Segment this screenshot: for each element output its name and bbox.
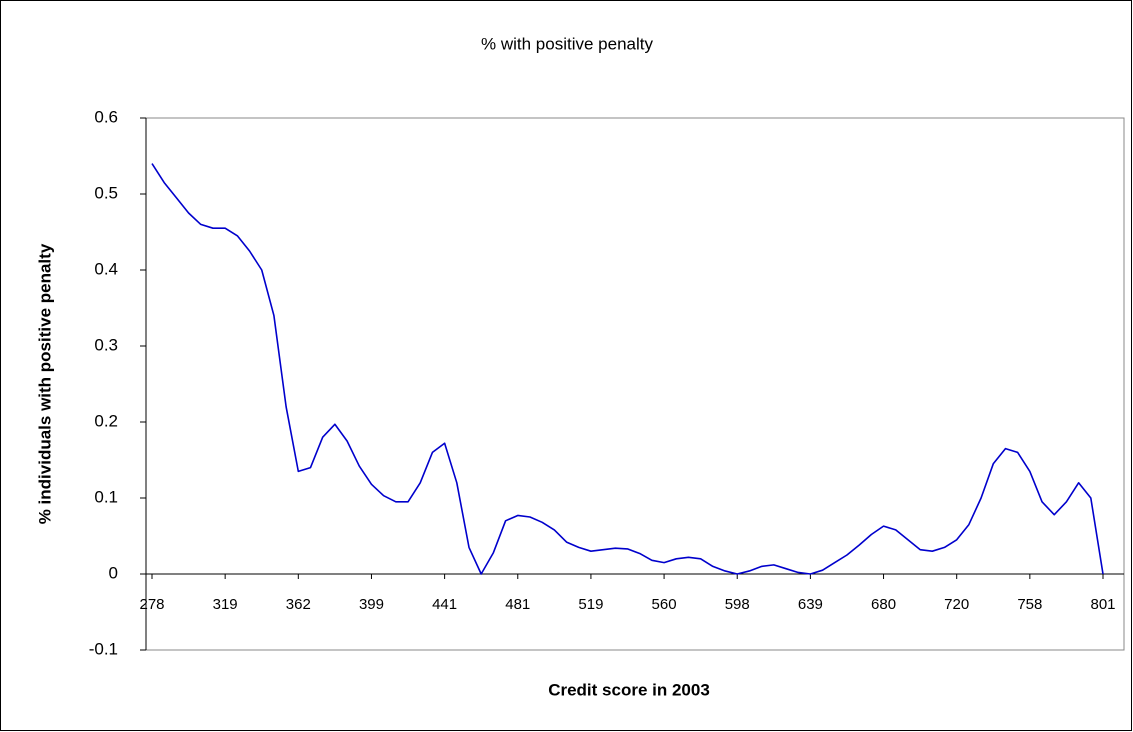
x-tick-label: 598: [725, 596, 750, 613]
x-tick-label: 362: [286, 596, 311, 613]
x-tick-label: 399: [359, 596, 384, 613]
y-axis-title: % individuals with positive penalty: [35, 243, 54, 524]
y-tick-label: 0: [109, 563, 118, 582]
data-line: [151, 163, 1104, 575]
y-tick-label: 0.2: [94, 411, 118, 430]
x-tick-label: 560: [652, 596, 677, 613]
x-tick-label: 720: [944, 596, 969, 613]
x-axis-title: Credit score in 2003: [548, 680, 710, 699]
x-tick-label: 680: [871, 596, 896, 613]
x-tick-label: 441: [432, 596, 457, 613]
x-tick-label: 319: [213, 596, 238, 613]
x-tick-label: 758: [1017, 596, 1042, 613]
y-tick-label: 0.1: [94, 487, 118, 506]
chart-title: % with positive penalty: [481, 34, 653, 53]
y-tick-label: 0.3: [94, 335, 118, 354]
y-tick-label: -0.1: [89, 639, 118, 658]
x-tick-label: 801: [1090, 596, 1115, 613]
y-tick-label: 0.5: [94, 183, 118, 202]
x-tick-label: 639: [798, 596, 823, 613]
x-tick-label: 519: [578, 596, 603, 613]
y-tick-label: 0.6: [94, 107, 118, 126]
plot-area: [145, 117, 1125, 651]
x-tick-label: 481: [505, 596, 530, 613]
y-tick-label: 0.4: [94, 259, 118, 278]
x-tick-label: 278: [139, 596, 164, 613]
